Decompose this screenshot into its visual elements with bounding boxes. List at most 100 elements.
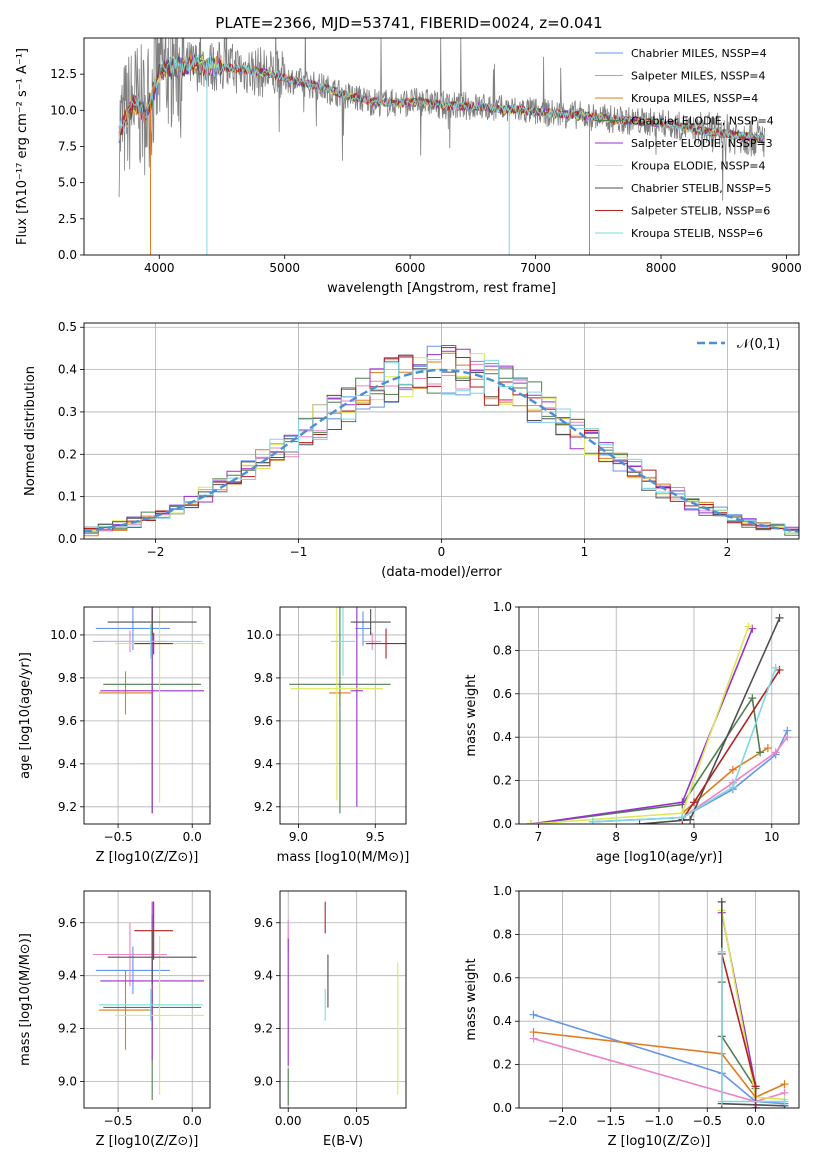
weight-line bbox=[681, 736, 788, 819]
axes-frame bbox=[83, 322, 800, 540]
x-tick-label: −2.0 bbox=[548, 1114, 577, 1128]
errorbar-point bbox=[92, 922, 168, 987]
weight-line bbox=[639, 617, 781, 824]
y-tick-label: 9.6 bbox=[58, 714, 77, 728]
weight-marker bbox=[717, 1097, 726, 1106]
gaussian-curve bbox=[84, 368, 799, 533]
weight-marker bbox=[588, 817, 597, 824]
weight-line bbox=[592, 667, 777, 823]
y-tick-label: 1.0 bbox=[493, 884, 512, 898]
x-axis-label: Z [log10(Z/Z⊙)] bbox=[96, 1134, 199, 1149]
plot-area bbox=[92, 607, 205, 814]
errorbar-point bbox=[95, 946, 170, 995]
weight-marker bbox=[690, 798, 698, 807]
weight-marker bbox=[783, 733, 792, 742]
y-tick-label: 0.0 bbox=[493, 817, 512, 831]
model-line-kroupa-stelib bbox=[118, 54, 765, 143]
y-tick-label: 9.2 bbox=[58, 800, 77, 814]
legend-entry: 𝒩(0,1) bbox=[737, 337, 780, 352]
panel-residual_hist: −2 −1 0 1 2 0.0 0.1 0.2 0.3 0.4 0.5 (data-model)/er… bbox=[23, 320, 800, 580]
weight-marker bbox=[751, 1082, 760, 1091]
x-tick-label: 0.0 bbox=[183, 830, 202, 844]
y-axis-label: mass [log10(M/M⊙)] bbox=[18, 933, 33, 1066]
y-tick-label: 9.0 bbox=[254, 1075, 273, 1089]
weight-marker bbox=[678, 813, 687, 822]
x-tick-label: −0.5 bbox=[693, 1114, 722, 1128]
y-tick-label: 0.0 bbox=[493, 1101, 512, 1115]
y-tick-label: 9.6 bbox=[58, 916, 77, 930]
y-tick-label: 0.4 bbox=[58, 363, 77, 377]
y-tick-label: 10.0 bbox=[50, 628, 77, 642]
x-axis-label: Z [log10(Z/Z⊙)] bbox=[608, 1134, 711, 1149]
x-tick-label: 7 bbox=[535, 830, 543, 844]
weight-marker bbox=[780, 1097, 789, 1106]
axes-frame bbox=[518, 890, 800, 1109]
weight-line bbox=[533, 1013, 785, 1105]
axes-frame bbox=[83, 606, 211, 825]
errorbar-point bbox=[95, 607, 170, 650]
x-tick-label: 9.0 bbox=[289, 830, 308, 844]
y-tick-label: 0.4 bbox=[493, 730, 512, 744]
y-tick-label: 0.0 bbox=[58, 532, 77, 546]
x-tick-label: 0.00 bbox=[275, 1114, 302, 1128]
y-tick-label: 0.2 bbox=[493, 1058, 512, 1072]
errorbar-point bbox=[100, 607, 205, 814]
weight-marker bbox=[780, 1080, 789, 1089]
y-tick-label: 1.0 bbox=[493, 600, 512, 614]
x-tick-label: 4000 bbox=[144, 261, 175, 275]
plot-area bbox=[526, 613, 792, 824]
x-tick-label: 0.0 bbox=[746, 1114, 765, 1128]
y-tick-label: 9.6 bbox=[254, 714, 273, 728]
panel-massweight_vs_Z: −2.0 −1.5 −1.0 −0.5 0.0 0.0 0.2 0.4 0.6 0.8 1.0 Z [… bbox=[464, 884, 800, 1149]
weight-marker bbox=[775, 665, 784, 674]
y-axis-label: mass weight bbox=[464, 958, 479, 1040]
weight-marker bbox=[748, 624, 757, 633]
y-tick-label: 0.2 bbox=[58, 447, 77, 461]
weight-marker bbox=[635, 820, 644, 824]
y-tick-label: 5.0 bbox=[58, 176, 77, 190]
weight-line bbox=[533, 1031, 785, 1099]
y-tick-label: 9.0 bbox=[58, 1075, 77, 1089]
weight-line bbox=[721, 953, 757, 1108]
legend-entry: Kroupa STELIB, NSSP=6 bbox=[631, 227, 763, 240]
panel-spectrum: 4000 5000 6000 7000 8000 9000 0.0 2.5 5.0 7.5 10.0… bbox=[15, 37, 802, 296]
y-axis-label: Flux [fλ10⁻¹⁷ erg cm⁻² s⁻¹ A⁻¹] bbox=[15, 48, 30, 245]
legend-entry: Chabrier ELODIE, NSSP=4 bbox=[631, 115, 774, 128]
x-axis-label: E(B-V) bbox=[323, 1134, 363, 1149]
plot-area bbox=[92, 901, 205, 1101]
weight-marker bbox=[728, 765, 737, 774]
x-tick-label: 10 bbox=[764, 830, 779, 844]
x-axis-label: Z [log10(Z/Z⊙)] bbox=[96, 850, 199, 865]
figure-title: PLATE=2366, MJD=53741, FIBERID=0024, z=0… bbox=[215, 14, 602, 32]
plot-area bbox=[529, 897, 789, 1108]
weight-marker bbox=[686, 815, 695, 824]
plot-area bbox=[287, 901, 399, 1106]
x-tick-label: 0.0 bbox=[183, 1114, 202, 1128]
legend-entry: Salpeter STELIB, NSSP=6 bbox=[631, 205, 770, 218]
weight-marker bbox=[751, 1104, 760, 1108]
legend-entry: Chabrier STELIB, NSSP=5 bbox=[631, 182, 771, 195]
y-tick-label: 0.6 bbox=[493, 971, 512, 985]
plot-area bbox=[289, 607, 406, 814]
panel-mass_vs_Z: −0.5 0.0 9.0 9.2 9.4 9.6 Z [log10(Z/Z⊙)] mass [… bbox=[18, 890, 211, 1149]
panel-mass_vs_EBV: 0.00 0.05 9.0 9.2 9.4 9.6 E(B-V) bbox=[254, 890, 407, 1149]
y-tick-label: 12.5 bbox=[50, 67, 77, 81]
errorbar-point bbox=[134, 901, 173, 960]
errorbar-point bbox=[107, 609, 197, 635]
y-axis-label: age [log10(age/yr)] bbox=[18, 652, 33, 779]
y-tick-label: 10.0 bbox=[50, 103, 77, 117]
y-tick-label: 9.2 bbox=[58, 1022, 77, 1036]
weight-marker bbox=[526, 820, 535, 824]
errorbar-point bbox=[98, 671, 153, 715]
y-tick-label: 0.1 bbox=[58, 490, 77, 504]
y-tick-label: 9.6 bbox=[254, 916, 273, 930]
x-tick-label: 0 bbox=[438, 545, 446, 559]
axes-frame bbox=[279, 890, 407, 1109]
y-tick-label: 2.5 bbox=[58, 212, 77, 226]
weight-line bbox=[681, 669, 781, 821]
weight-marker bbox=[748, 694, 757, 703]
errorbar-point bbox=[98, 624, 203, 659]
weight-marker bbox=[529, 1028, 538, 1037]
legend-entry: Salpeter MILES, NSSP=4 bbox=[631, 70, 765, 83]
x-tick-label: −1.5 bbox=[596, 1114, 625, 1128]
